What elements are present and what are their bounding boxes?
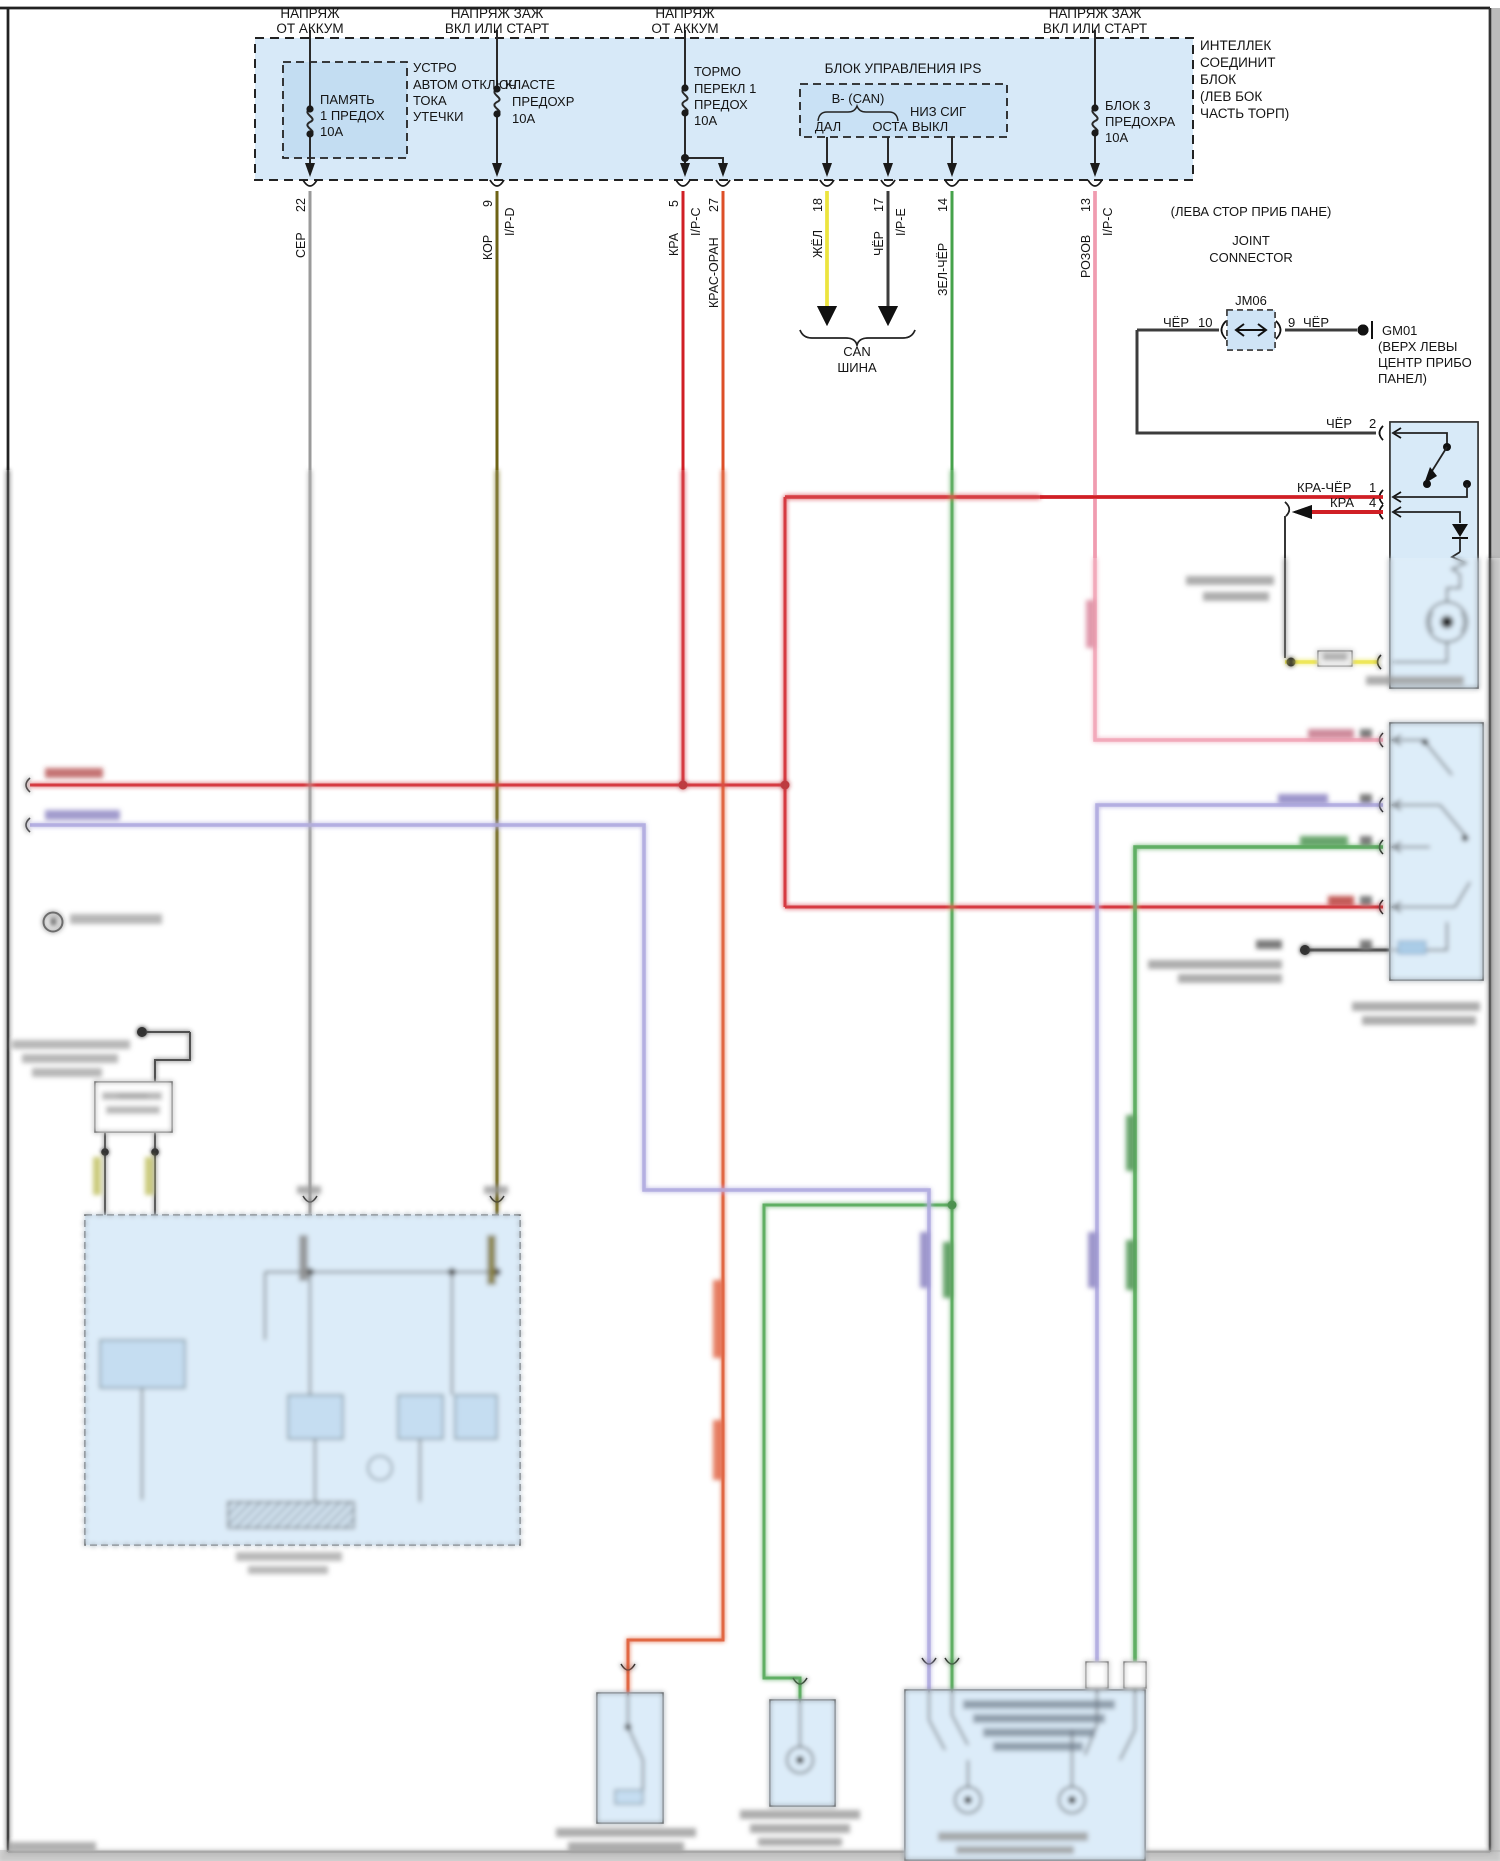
svg-text:I/P-D: I/P-D xyxy=(503,208,517,236)
svg-text:НАПРЯЖ: НАПРЯЖ xyxy=(280,6,340,21)
svg-text:13: 13 xyxy=(1079,198,1093,212)
svg-text:ЧЁР: ЧЁР xyxy=(1163,315,1189,330)
svg-text:ТОРМО: ТОРМО xyxy=(694,64,741,79)
svg-text:I/P-C: I/P-C xyxy=(689,208,703,236)
ips-labels: БЛОК УПРАВЛЕНИЯ IPS B- (CAN) ДАЛ ОСТА ВЫ… xyxy=(815,61,981,134)
svg-text:КРА: КРА xyxy=(1330,495,1354,510)
svg-text:18: 18 xyxy=(811,198,825,212)
svg-text:БЛОК 3: БЛОК 3 xyxy=(1105,98,1151,113)
svg-text:ОТ АККУМ: ОТ АККУМ xyxy=(651,21,718,36)
svg-text:СЕР: СЕР xyxy=(294,232,308,258)
svg-text:ЦЕНТР ПРИБО: ЦЕНТР ПРИБО xyxy=(1378,355,1472,370)
svg-text:ПРЕДОХР: ПРЕДОХР xyxy=(512,94,574,109)
svg-text:ЧАСТЬ ТОРП): ЧАСТЬ ТОРП) xyxy=(1200,106,1289,121)
svg-text:(ВЕРХ ЛЕВЫ: (ВЕРХ ЛЕВЫ xyxy=(1378,339,1457,354)
fuse-memory-label: ПАМЯТЬ 1 ПРЕДОХ 10А xyxy=(320,92,385,139)
svg-text:ВКЛ ИЛИ СТАРТ: ВКЛ ИЛИ СТАРТ xyxy=(445,21,549,36)
svg-text:(ЛЕВ БОК: (ЛЕВ БОК xyxy=(1200,89,1262,104)
svg-text:ТОКА: ТОКА xyxy=(413,93,447,108)
svg-text:УТЕЧКИ: УТЕЧКИ xyxy=(413,109,463,124)
svg-text:14: 14 xyxy=(936,198,950,212)
svg-text:ВКЛ ИЛИ СТАРТ: ВКЛ ИЛИ СТАРТ xyxy=(1043,21,1147,36)
svg-text:10А: 10А xyxy=(320,124,343,139)
svg-text:СОЕДИНИТ: СОЕДИНИТ xyxy=(1200,55,1276,70)
svg-text:КРА-ЧЁР: КРА-ЧЁР xyxy=(1297,480,1351,495)
svg-text:1 ПРЕДОХ: 1 ПРЕДОХ xyxy=(320,108,385,123)
svg-text:КРАС-ОРАН: КРАС-ОРАН xyxy=(707,237,721,308)
svg-text:ЧЁР: ЧЁР xyxy=(872,231,886,256)
feed-label-2: НАПРЯЖ ЗАЖ ВКЛ ИЛИ СТАРТ xyxy=(445,6,549,36)
svg-text:ВЫКЛ: ВЫКЛ xyxy=(912,119,948,134)
svg-text:ПАНЕЛ): ПАНЕЛ) xyxy=(1378,371,1427,386)
svg-text:5: 5 xyxy=(667,200,681,207)
junction-block-name: ИНТЕЛЛЕК СОЕДИНИТ БЛОК (ЛЕВ БОК ЧАСТЬ ТО… xyxy=(1200,38,1289,121)
svg-text:РОЗОВ: РОЗОВ xyxy=(1079,235,1093,278)
svg-text:JM06: JM06 xyxy=(1235,293,1267,308)
svg-text:CONNECTOR: CONNECTOR xyxy=(1209,250,1293,265)
blur-wash-right xyxy=(1040,558,1500,1861)
svg-text:БЛОК: БЛОК xyxy=(1200,72,1236,87)
svg-text:ШИНА: ШИНА xyxy=(837,360,877,375)
svg-text:НИЗ СИГ: НИЗ СИГ xyxy=(910,104,966,119)
svg-text:22: 22 xyxy=(294,198,308,212)
can-bus-arrows xyxy=(799,306,916,348)
feed-label-4: НАПРЯЖ ЗАЖ ВКЛ ИЛИ СТАРТ xyxy=(1043,6,1147,36)
svg-text:ПРЕДОХРА: ПРЕДОХРА xyxy=(1105,114,1175,129)
svg-text:ЧЁР: ЧЁР xyxy=(1326,416,1352,431)
svg-text:9: 9 xyxy=(481,200,495,207)
svg-text:B- (CAN): B- (CAN) xyxy=(832,91,885,106)
diagram-labels: НАПРЯЖ ОТ АККУМ НАПРЯЖ ЗАЖ ВКЛ ИЛИ СТАРТ… xyxy=(276,6,1471,510)
svg-text:27: 27 xyxy=(707,198,721,212)
can-bus-label: CAN ШИНА xyxy=(837,344,877,375)
feed-label-1: НАПРЯЖ ОТ АККУМ xyxy=(276,6,343,36)
pin-labels: 22 СЕР 9 I/P-D КОР 5 I/P-C КРА 27 КРАС-О… xyxy=(294,198,1115,308)
fuse-block3-label: БЛОК 3 ПРЕДОХРА 10А xyxy=(1105,98,1175,145)
fuse-cluster-label: КЛАСТЕ ПРЕДОХР 10А xyxy=(505,77,574,126)
svg-text:КРА: КРА xyxy=(667,232,681,256)
jm06-labels: (ЛЕВА СТОР ПРИБ ПАНЕ) JOINT CONNECTOR JM… xyxy=(1163,204,1472,386)
svg-text:10: 10 xyxy=(1198,315,1212,330)
svg-text:ДАЛ: ДАЛ xyxy=(815,119,841,134)
leakage-device-label: УСТРО АВТОМ ОТКЛЮЧ ТОКА УТЕЧКИ xyxy=(413,60,517,124)
svg-text:10А: 10А xyxy=(512,111,535,126)
svg-text:9: 9 xyxy=(1288,315,1295,330)
svg-text:2: 2 xyxy=(1369,416,1376,431)
svg-text:УСТРО: УСТРО xyxy=(413,60,457,75)
svg-text:I/P-E: I/P-E xyxy=(894,208,908,236)
fuse-brake-label: ТОРМО ПЕРЕКЛ 1 ПРЕДОХ 10А xyxy=(694,64,756,128)
svg-text:ПРЕДОХ: ПРЕДОХ xyxy=(694,97,748,112)
svg-text:НАПРЯЖ ЗАЖ: НАПРЯЖ ЗАЖ xyxy=(451,6,544,21)
svg-text:ЧЁР: ЧЁР xyxy=(1303,315,1329,330)
svg-text:ИНТЕЛЛЕК: ИНТЕЛЛЕК xyxy=(1200,38,1271,53)
svg-text:(ЛЕВА СТОР ПРИБ ПАНЕ): (ЛЕВА СТОР ПРИБ ПАНЕ) xyxy=(1171,204,1332,219)
svg-text:10А: 10А xyxy=(694,113,717,128)
svg-text:I/P-C: I/P-C xyxy=(1101,208,1115,236)
svg-text:ОТ АККУМ: ОТ АККУМ xyxy=(276,21,343,36)
blurred-text-smudges xyxy=(10,576,1480,1854)
svg-text:4: 4 xyxy=(1369,495,1376,510)
svg-text:17: 17 xyxy=(872,198,886,212)
svg-text:ЗЕЛ-ЧЁР: ЗЕЛ-ЧЁР xyxy=(936,243,950,296)
svg-text:НАПРЯЖ: НАПРЯЖ xyxy=(655,6,715,21)
svg-text:ОСТА: ОСТА xyxy=(872,119,908,134)
svg-text:КЛАСТЕ: КЛАСТЕ xyxy=(505,77,555,92)
svg-text:ПЕРЕКЛ 1: ПЕРЕКЛ 1 xyxy=(694,81,756,96)
svg-text:КОР: КОР xyxy=(481,235,495,260)
svg-text:CAN: CAN xyxy=(843,344,870,359)
right-connector-pin-labels: ЧЁР 2 КРА-ЧЁР 1 КРА 4 xyxy=(1297,416,1376,510)
svg-text:10А: 10А xyxy=(1105,130,1128,145)
svg-text:1: 1 xyxy=(1369,480,1376,495)
svg-text:БЛОК УПРАВЛЕНИЯ IPS: БЛОК УПРАВЛЕНИЯ IPS xyxy=(825,61,982,76)
svg-text:АВТОМ ОТКЛЮЧ: АВТОМ ОТКЛЮЧ xyxy=(413,77,517,92)
svg-text:ЖЁЛ: ЖЁЛ xyxy=(811,230,825,258)
svg-text:НАПРЯЖ ЗАЖ: НАПРЯЖ ЗАЖ xyxy=(1049,6,1142,21)
svg-text:JOINT: JOINT xyxy=(1232,233,1270,248)
svg-text:GM01: GM01 xyxy=(1382,323,1417,338)
feed-label-3: НАПРЯЖ ОТ АККУМ xyxy=(651,6,718,36)
svg-text:ПАМЯТЬ: ПАМЯТЬ xyxy=(320,92,375,107)
blur-wash-left xyxy=(0,470,1040,1861)
